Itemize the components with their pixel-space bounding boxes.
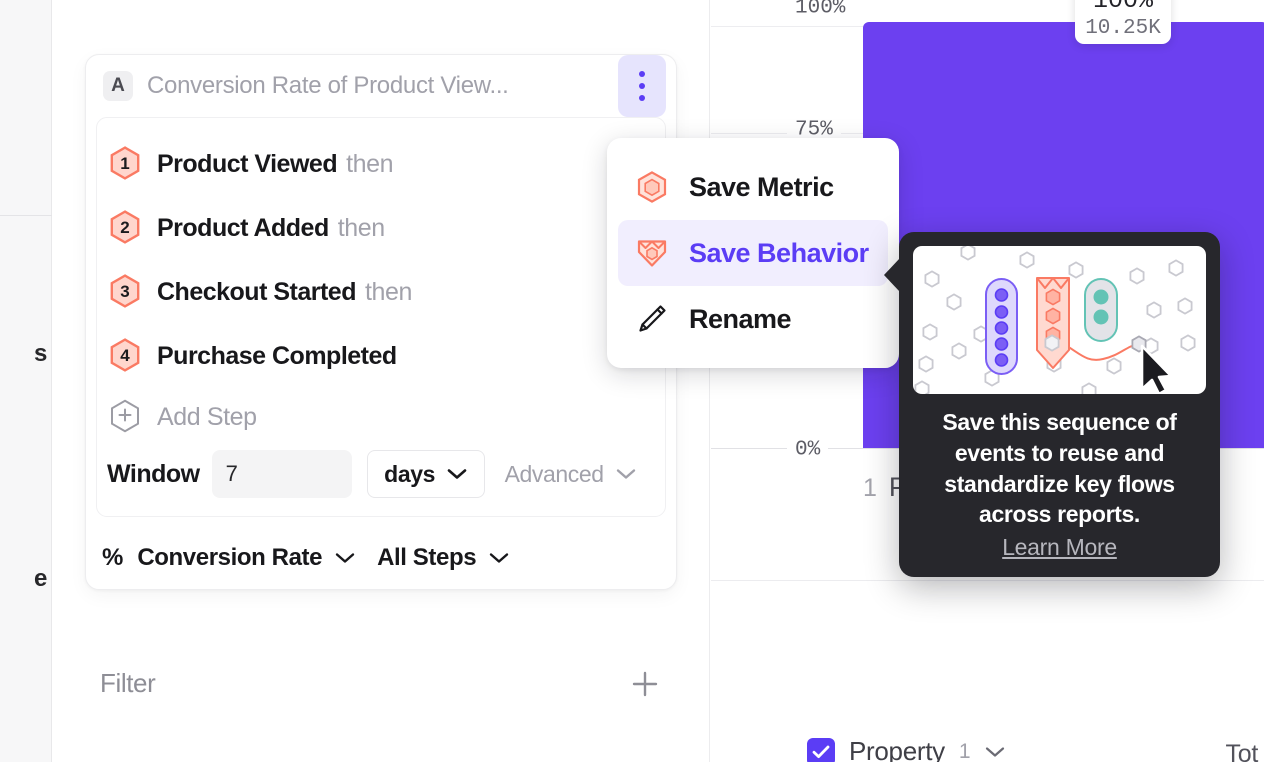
chevron-down-icon bbox=[335, 553, 355, 563]
left-rail: s e bbox=[0, 0, 52, 762]
legend-property-index: 1 bbox=[958, 739, 971, 762]
legend-total-label: Tot bbox=[1225, 740, 1259, 762]
rail-text-fragment-bottom: e bbox=[33, 565, 47, 592]
builder-header: A Conversion Rate of Product View... bbox=[86, 55, 676, 117]
chevron-down-icon[interactable] bbox=[985, 746, 1005, 758]
measure-metric-value: Conversion Rate bbox=[137, 544, 323, 571]
behavior-illustration-svg bbox=[914, 246, 1196, 394]
menu-item-label: Save Behavior bbox=[689, 237, 869, 268]
bar-percent-value: 100% bbox=[1092, 0, 1153, 15]
step-number: 3 bbox=[120, 282, 130, 301]
window-label: Window bbox=[107, 459, 200, 488]
step-number-hexagon-icon: 1 bbox=[109, 146, 141, 182]
kebab-dot-icon bbox=[639, 95, 645, 101]
cursor-icon bbox=[1140, 344, 1173, 394]
y-axis-tick: 0% bbox=[787, 438, 829, 462]
bar-value-tooltip: 100% 10.25K bbox=[1075, 0, 1171, 44]
hexagon-metric-icon bbox=[635, 170, 669, 204]
filter-section: Filter bbox=[100, 668, 660, 699]
step-label: Checkout Started bbox=[157, 277, 356, 306]
step-connector: then bbox=[346, 149, 394, 178]
menu-item-label: Rename bbox=[689, 303, 792, 334]
menu-item-save-behavior[interactable]: Save Behavior bbox=[618, 220, 888, 286]
percent-symbol-icon: % bbox=[102, 544, 124, 571]
plus-icon bbox=[632, 671, 658, 696]
chevron-down-icon bbox=[447, 469, 467, 479]
step-row[interactable]: 4 Purchase Completed bbox=[97, 324, 665, 388]
add-filter-button[interactable] bbox=[630, 669, 660, 699]
add-step-button[interactable]: Add Step bbox=[97, 388, 665, 446]
advanced-select[interactable]: Advanced bbox=[505, 450, 636, 498]
measure-scope-select[interactable]: All Steps bbox=[377, 544, 509, 572]
filter-title: Filter bbox=[100, 668, 156, 698]
chevron-down-icon bbox=[489, 553, 509, 563]
rail-text-fragment-top: s bbox=[33, 340, 47, 367]
bar-count-value: 10.25K bbox=[1085, 17, 1161, 40]
step-row[interactable]: 2 Product Added then bbox=[97, 196, 665, 260]
tooltip-learn-more-link[interactable]: Learn More bbox=[1002, 534, 1117, 561]
add-step-label: Add Step bbox=[157, 402, 257, 431]
save-behavior-tooltip: Save this sequence of events to reuse an… bbox=[884, 232, 1220, 578]
kebab-menu-button[interactable] bbox=[618, 55, 666, 117]
tooltip-illustration bbox=[913, 246, 1206, 394]
menu-item-label: Save Metric bbox=[689, 171, 834, 202]
step-connector: then bbox=[364, 277, 413, 306]
step-row[interactable]: 3 Checkout Started then bbox=[97, 260, 665, 324]
window-value-input[interactable] bbox=[211, 450, 352, 498]
legend-property-label: Property bbox=[849, 736, 945, 762]
step-number: 4 bbox=[120, 346, 130, 365]
step-label: Purchase Completed bbox=[157, 341, 397, 370]
measure-metric-select[interactable]: Conversion Rate bbox=[137, 544, 355, 572]
steps-panel: 1 Product Viewed then 2 Product Added th… bbox=[96, 117, 666, 517]
legend-row: Property 1 bbox=[807, 736, 1005, 762]
window-unit-value: days bbox=[384, 460, 435, 487]
step-number-hexagon-icon: 3 bbox=[109, 274, 141, 310]
metric-letter-badge: A bbox=[103, 71, 133, 101]
step-number-hexagon-icon: 4 bbox=[109, 338, 141, 374]
menu-item-rename[interactable]: Rename bbox=[618, 286, 888, 352]
window-row: Window days Advanced bbox=[97, 446, 665, 506]
step-label: Product Added bbox=[157, 213, 329, 242]
kebab-dropdown-menu: Save Metric Save Behavior Rename bbox=[607, 138, 899, 368]
x-axis-step-index: 1 bbox=[863, 474, 877, 502]
kebab-dot-icon bbox=[639, 83, 645, 89]
measure-row: % Conversion Rate All Steps bbox=[86, 527, 676, 589]
metric-builder-card: A Conversion Rate of Product View... 1 P… bbox=[85, 54, 677, 590]
rail-divider bbox=[0, 215, 52, 216]
advanced-label: Advanced bbox=[504, 460, 605, 487]
step-number: 2 bbox=[120, 218, 130, 237]
chevron-down-icon bbox=[616, 469, 635, 479]
chart-section-divider bbox=[711, 580, 1264, 581]
step-row[interactable]: 1 Product Viewed then bbox=[97, 132, 665, 196]
add-step-hexagon-plus-icon bbox=[109, 399, 141, 435]
metric-title[interactable]: Conversion Rate of Product View... bbox=[147, 72, 509, 99]
step-label: Product Viewed bbox=[157, 149, 338, 178]
behavior-banner-icon bbox=[635, 236, 669, 270]
y-axis-tick: 75% bbox=[787, 118, 841, 142]
window-unit-select[interactable]: days bbox=[366, 450, 485, 498]
tooltip-arrow bbox=[884, 258, 900, 292]
step-connector: then bbox=[337, 213, 385, 242]
legend-checkbox[interactable] bbox=[807, 737, 835, 762]
measure-scope-value: All Steps bbox=[377, 544, 477, 571]
pencil-icon bbox=[635, 302, 669, 336]
config-column: A Conversion Rate of Product View... 1 P… bbox=[52, 0, 710, 762]
check-icon bbox=[812, 745, 830, 758]
y-axis-tick: 100% bbox=[787, 0, 854, 20]
tooltip-body-text: Save this sequence of events to reuse an… bbox=[942, 409, 1177, 528]
kebab-dot-icon bbox=[639, 71, 645, 77]
step-number-hexagon-icon: 2 bbox=[109, 210, 141, 246]
menu-item-save-metric[interactable]: Save Metric bbox=[618, 154, 888, 220]
step-number: 1 bbox=[120, 154, 130, 173]
